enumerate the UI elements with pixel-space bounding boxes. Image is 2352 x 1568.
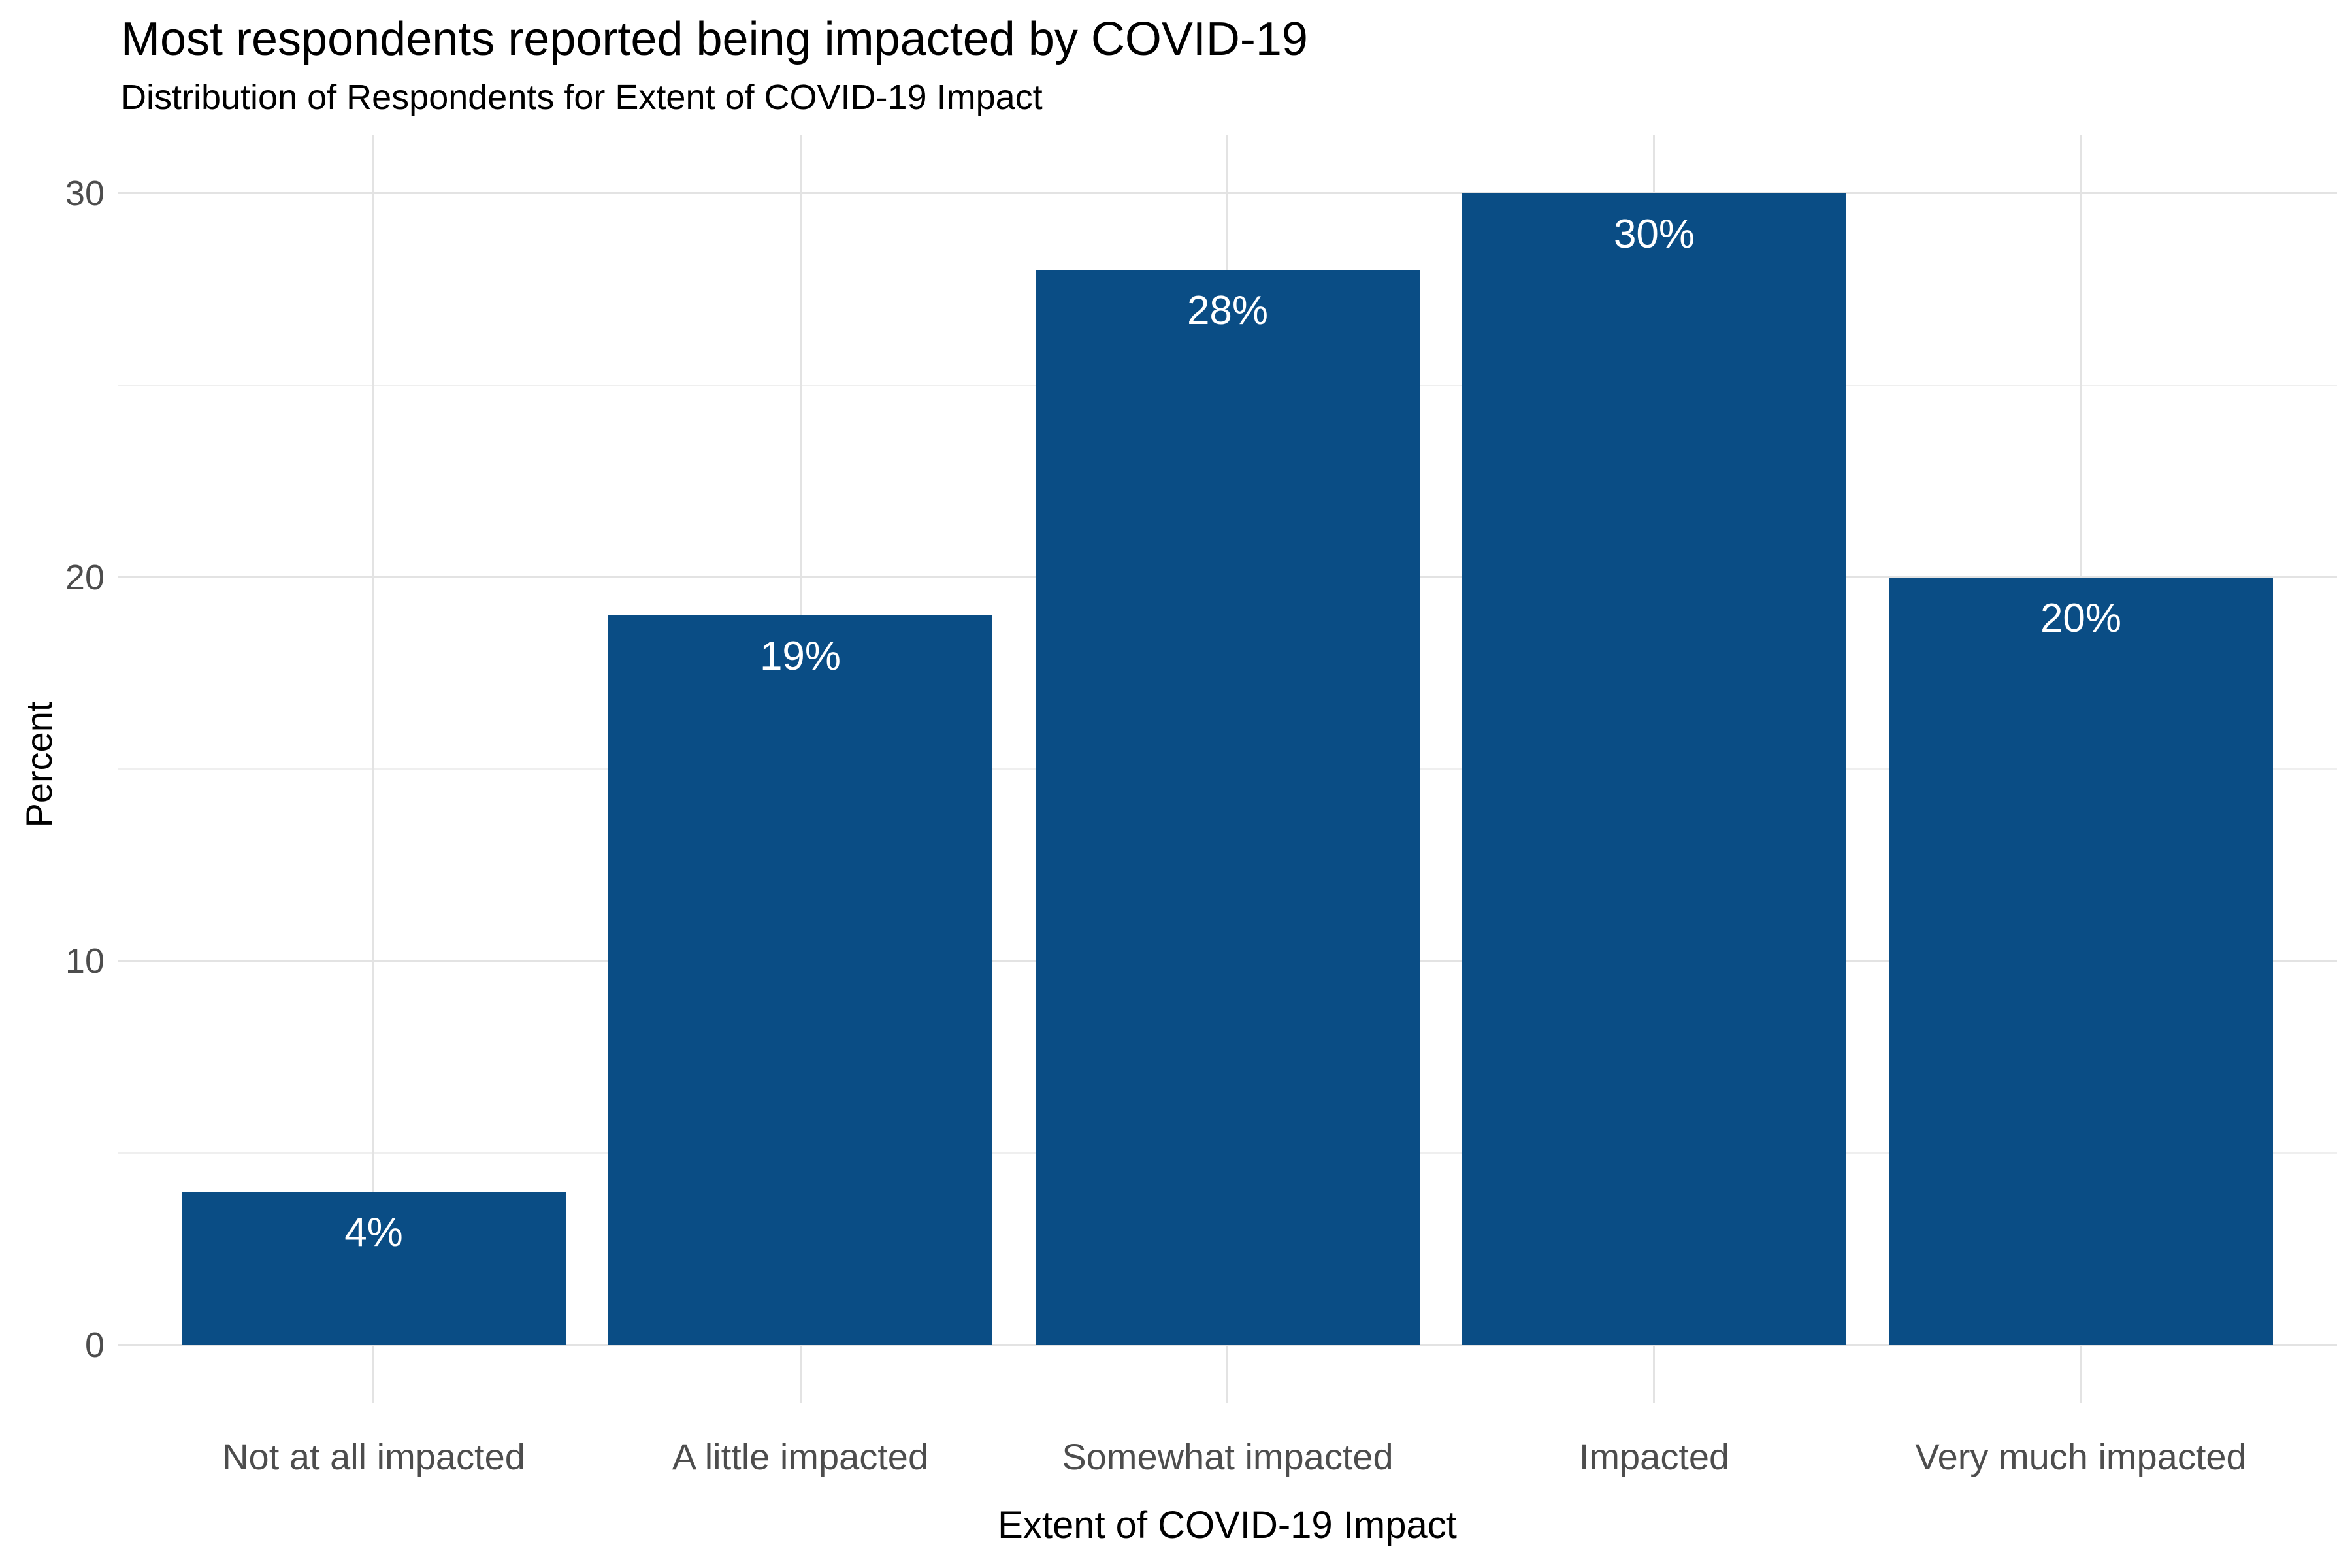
bar-4: 30% bbox=[1462, 193, 1846, 1345]
bar-3: 28% bbox=[1036, 270, 1420, 1345]
gridline-vertical-1 bbox=[372, 135, 375, 1403]
y-tick-label-30: 30 bbox=[65, 174, 105, 213]
bar-1: 4% bbox=[182, 1192, 566, 1345]
bar-5: 20% bbox=[1889, 578, 2273, 1345]
bar-value-label: 28% bbox=[1186, 288, 1269, 333]
bar-value-label: 19% bbox=[759, 634, 841, 679]
x-tick-label-4: Impacted bbox=[1578, 1436, 1730, 1477]
x-tick-label-1: Not at all impacted bbox=[222, 1436, 525, 1477]
y-axis-title: Percent bbox=[18, 701, 59, 828]
bar-2: 19% bbox=[608, 615, 992, 1345]
bar-value-label: 20% bbox=[2040, 596, 2122, 641]
bar-value-label: 30% bbox=[1613, 212, 1695, 257]
chart-subtitle: Distribution of Respondents for Extent o… bbox=[121, 78, 1043, 117]
chart-title: Most respondents reported being impacted… bbox=[121, 13, 1308, 65]
y-tick-label-20: 20 bbox=[65, 558, 105, 597]
x-tick-label-5: Very much impacted bbox=[1915, 1436, 2247, 1477]
x-axis-title: Extent of COVID-19 Impact bbox=[998, 1504, 1457, 1546]
y-tick-label-0: 0 bbox=[84, 1326, 105, 1365]
plot-panel: 4% 19% 28% 30% 20% bbox=[118, 135, 2337, 1403]
bar-value-label: 4% bbox=[344, 1210, 403, 1255]
y-tick-label-10: 10 bbox=[65, 941, 105, 981]
x-tick-label-2: A little impacted bbox=[672, 1436, 929, 1477]
x-tick-label-3: Somewhat impacted bbox=[1062, 1436, 1394, 1477]
